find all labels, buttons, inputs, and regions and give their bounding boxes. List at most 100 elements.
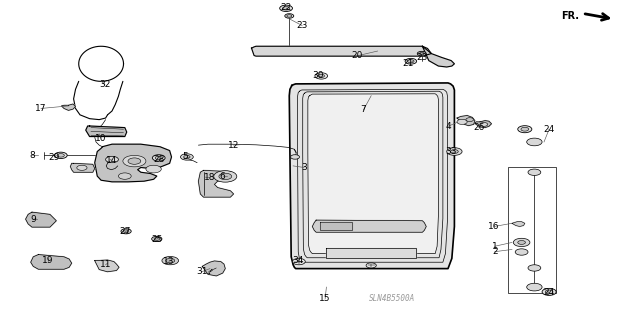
Text: 1: 1 <box>492 242 497 251</box>
Circle shape <box>184 155 190 159</box>
Polygon shape <box>312 220 426 232</box>
Circle shape <box>513 238 530 247</box>
Text: SLN4B5500A: SLN4B5500A <box>369 294 415 303</box>
Circle shape <box>366 263 376 268</box>
Circle shape <box>515 249 528 255</box>
Circle shape <box>121 229 131 234</box>
Polygon shape <box>422 46 454 67</box>
Text: 10: 10 <box>95 134 107 143</box>
Text: 7: 7 <box>361 105 366 114</box>
Polygon shape <box>61 104 76 110</box>
Circle shape <box>152 155 165 161</box>
Polygon shape <box>475 121 492 128</box>
Circle shape <box>419 52 424 55</box>
Text: 15: 15 <box>319 294 331 303</box>
Circle shape <box>521 127 529 131</box>
Circle shape <box>162 256 179 265</box>
Polygon shape <box>326 248 416 258</box>
Polygon shape <box>31 255 72 269</box>
Polygon shape <box>252 46 431 56</box>
Text: 26: 26 <box>473 123 484 132</box>
Circle shape <box>318 74 324 78</box>
Circle shape <box>451 150 458 153</box>
Text: 19: 19 <box>42 256 54 265</box>
Circle shape <box>480 122 488 126</box>
Circle shape <box>528 169 541 175</box>
Circle shape <box>214 171 237 182</box>
Text: 34: 34 <box>292 256 303 265</box>
Text: 20: 20 <box>351 51 363 60</box>
Circle shape <box>292 258 305 265</box>
Circle shape <box>106 156 118 163</box>
Text: 5: 5 <box>183 152 188 161</box>
Polygon shape <box>95 260 119 272</box>
Circle shape <box>77 165 87 170</box>
Text: 11: 11 <box>100 260 111 269</box>
Text: 6: 6 <box>220 172 225 181</box>
Polygon shape <box>26 212 56 227</box>
Polygon shape <box>308 94 438 254</box>
Text: 22: 22 <box>280 4 292 12</box>
Text: 14: 14 <box>106 156 118 165</box>
Text: 29: 29 <box>49 153 60 162</box>
Circle shape <box>466 118 474 122</box>
Text: FR.: FR. <box>561 11 579 21</box>
Circle shape <box>180 154 193 160</box>
Circle shape <box>146 165 161 173</box>
Circle shape <box>457 119 467 124</box>
Circle shape <box>283 6 289 10</box>
Circle shape <box>518 126 532 133</box>
Circle shape <box>128 158 141 164</box>
Circle shape <box>405 58 417 64</box>
Text: 23: 23 <box>296 21 308 30</box>
Circle shape <box>280 5 292 11</box>
Circle shape <box>152 236 162 241</box>
Polygon shape <box>289 83 454 269</box>
Text: 3: 3 <box>301 163 307 172</box>
Circle shape <box>542 288 556 295</box>
Polygon shape <box>198 170 234 197</box>
Polygon shape <box>512 222 525 226</box>
Circle shape <box>54 152 67 159</box>
Circle shape <box>291 155 300 159</box>
Circle shape <box>124 230 129 233</box>
Circle shape <box>285 14 294 18</box>
Text: 24: 24 <box>543 288 555 297</box>
Bar <box>508 167 556 293</box>
Text: 2: 2 <box>492 247 497 256</box>
Circle shape <box>518 241 525 244</box>
Circle shape <box>219 173 232 180</box>
Circle shape <box>154 238 159 240</box>
Polygon shape <box>320 222 352 230</box>
Text: 13: 13 <box>163 257 175 266</box>
Circle shape <box>527 138 542 146</box>
Circle shape <box>527 283 542 291</box>
Circle shape <box>417 51 426 56</box>
Circle shape <box>155 156 163 160</box>
Circle shape <box>528 265 541 271</box>
Circle shape <box>58 154 64 157</box>
Text: 8: 8 <box>29 151 35 160</box>
Polygon shape <box>86 126 127 137</box>
Polygon shape <box>70 163 95 172</box>
Text: 25: 25 <box>151 235 163 244</box>
Text: 27: 27 <box>119 227 131 236</box>
Text: 16: 16 <box>488 222 500 231</box>
Text: 12: 12 <box>228 141 239 150</box>
Circle shape <box>408 60 414 63</box>
Text: 4: 4 <box>445 122 451 131</box>
Text: 33: 33 <box>445 147 457 156</box>
Text: 23: 23 <box>417 53 428 62</box>
Polygon shape <box>457 115 475 126</box>
Polygon shape <box>202 261 225 276</box>
Circle shape <box>545 290 553 294</box>
Text: 32: 32 <box>99 80 111 89</box>
Text: 18: 18 <box>204 173 215 182</box>
Text: 9: 9 <box>31 215 36 224</box>
Text: 30: 30 <box>312 71 324 80</box>
Circle shape <box>118 173 131 179</box>
Text: 28: 28 <box>153 155 164 164</box>
Circle shape <box>315 73 328 79</box>
Text: 21: 21 <box>403 59 414 68</box>
Circle shape <box>287 15 292 17</box>
